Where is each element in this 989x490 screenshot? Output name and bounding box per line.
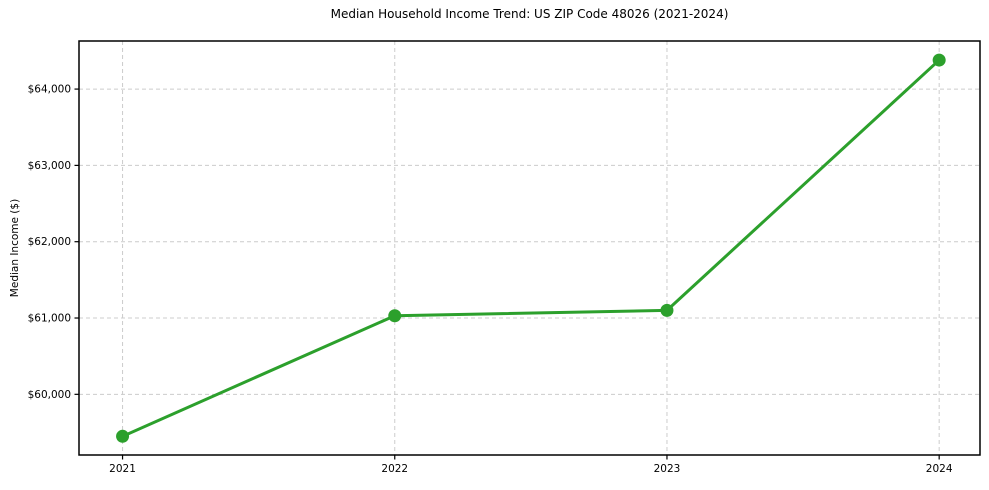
y-tick-label: $61,000 — [28, 313, 71, 325]
chart-title: Median Household Income Trend: US ZIP Co… — [330, 7, 729, 21]
income-trend-line — [121, 58, 941, 438]
y-tick-label: $64,000 — [28, 84, 71, 96]
data-point-2023 — [660, 303, 674, 317]
y-tick-label: $62,000 — [28, 236, 71, 248]
x-tick-label: 2022 — [381, 463, 408, 475]
y-tick-label: $63,000 — [28, 160, 71, 172]
plot-border — [78, 40, 981, 456]
data-point-2022 — [388, 309, 402, 323]
x-tick-label: 2024 — [926, 463, 953, 475]
y-tick-label: $60,000 — [28, 389, 71, 401]
data-point-2024 — [932, 53, 946, 67]
x-tick-label: 2021 — [109, 463, 136, 475]
data-point-2021 — [116, 429, 130, 443]
x-tick-label: 2023 — [654, 463, 681, 475]
